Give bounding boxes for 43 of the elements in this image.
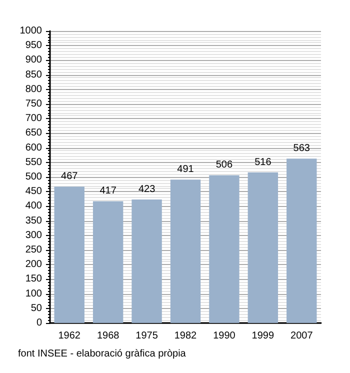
bar [286,158,317,323]
x-tick-label: 1999 [252,330,274,342]
y-tick-label: 600 [25,142,42,154]
y-tick-label: 950 [25,40,42,52]
y-tick-label: 450 [25,186,42,198]
y-tick-label: 250 [25,244,42,256]
data-label: 491 [177,164,194,176]
y-tick-label: 900 [25,54,42,66]
y-tick-label: 400 [25,200,42,212]
bar [132,199,162,323]
y-tick-label: 150 [25,274,42,285]
x-tick-label: 1982 [174,330,198,342]
y-tick-label: 500 [25,172,42,182]
y-tick-label: 800 [25,84,42,95]
y-tick-label: 550 [25,156,42,168]
bar [170,180,201,323]
data-label: 423 [138,184,156,195]
x-tick-label: 2007 [290,330,314,342]
y-tick-label: 650 [25,128,42,139]
text: font INSEE - elaboració gràfica pròpia [18,348,186,360]
y-tick-label: 50 [30,302,42,314]
y-tick-label: 200 [25,259,42,270]
bar [92,201,124,323]
x-tick-label: 1990 [213,330,236,342]
y-tick-label: 850 [25,69,42,80]
data-label: 506 [216,160,233,171]
data-label: 467 [61,171,78,182]
x-tick-label: 1962 [58,330,81,342]
data-label: 563 [293,143,310,154]
x-tick-label: 1968 [96,330,120,342]
x-tick-label: 1975 [136,330,158,342]
bar [209,175,240,323]
data-label: 417 [100,186,117,197]
data-label: 516 [254,156,272,168]
bar [54,186,84,323]
y-tick-label: 350 [25,215,42,226]
y-tick-label: 750 [25,98,42,110]
y-tick-label: 100 [25,288,42,300]
y-tick-label: 700 [25,113,42,124]
y-tick-label: 300 [25,230,42,241]
y-tick-label: 0 [36,318,42,328]
bar [248,172,278,323]
y-tick-label: 1000 [20,26,42,36]
